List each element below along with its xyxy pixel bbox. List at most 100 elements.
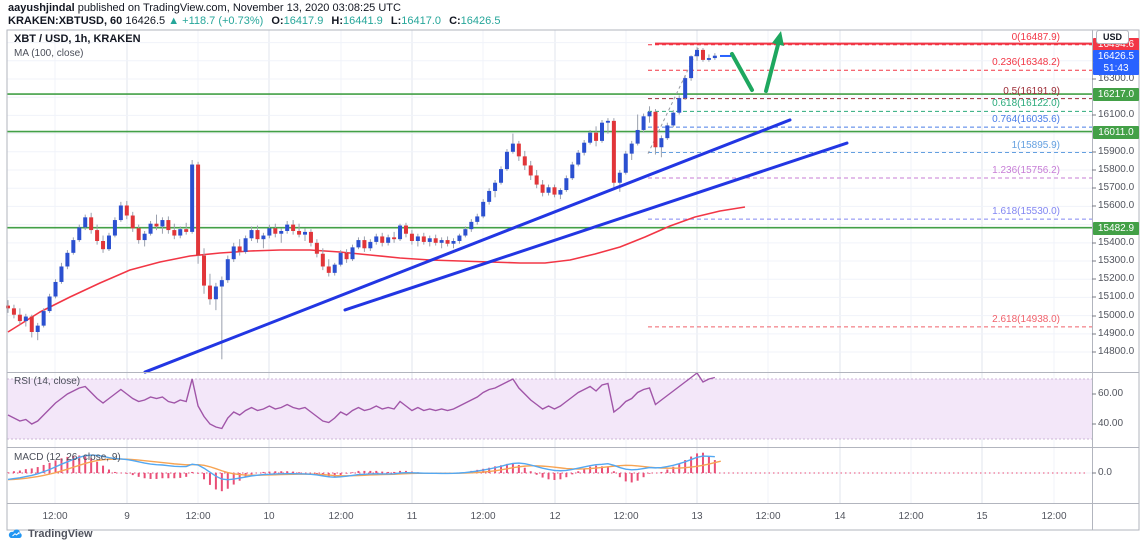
candle-body	[47, 296, 52, 312]
candle-body	[350, 247, 355, 260]
price-marker-label: 51:43	[1093, 61, 1139, 75]
macd-study-legend[interactable]: MACD (12, 26, close, 9)	[14, 452, 121, 463]
candle-body	[71, 240, 76, 253]
candle-body	[475, 216, 480, 222]
fib-level-label: 0.618(16122.0)	[992, 98, 1060, 110]
time-axis-label: 9	[124, 511, 130, 522]
time-axis-label: 12:00	[42, 511, 68, 522]
candle-body	[106, 235, 111, 250]
fib-level-label: 0(16487.9)	[1011, 31, 1060, 43]
price-scale-label: 14800.0	[1098, 346, 1135, 357]
candle-body	[605, 120, 610, 123]
candle-body	[552, 187, 557, 195]
candle-body	[695, 49, 700, 57]
candle-body	[421, 236, 426, 242]
candle-body	[279, 230, 284, 234]
projection-arrow-head	[772, 31, 784, 46]
candle-body	[665, 125, 670, 139]
candle-body	[255, 230, 260, 240]
time-axis-label: 15	[976, 511, 988, 522]
candle-body	[457, 235, 462, 241]
rsi-study-legend[interactable]: RSI (14, close)	[14, 376, 81, 387]
candle-body	[635, 129, 640, 144]
candle-body	[356, 240, 361, 248]
candle-body	[267, 228, 272, 236]
open-label: O:	[271, 15, 284, 27]
price-marker-label: 15482.9	[1093, 221, 1139, 235]
candle-body	[65, 252, 70, 267]
candle-body	[362, 240, 367, 249]
candle-body	[154, 223, 159, 227]
candle-body	[433, 238, 438, 243]
currency-toggle-button[interactable]: USD	[1096, 30, 1130, 44]
chart-legend-title[interactable]: XBT / USD, 1h, KRAKEN	[14, 33, 141, 45]
candle-body	[190, 164, 195, 232]
candle-body	[403, 225, 408, 234]
high-value: 16441.9	[343, 15, 383, 27]
candle-body	[409, 233, 414, 241]
time-axis-label: 12:00	[470, 511, 496, 522]
candle-body	[243, 238, 248, 252]
candle-body	[148, 223, 153, 234]
candle-body	[112, 220, 117, 236]
candle-body	[546, 187, 551, 193]
candle-body	[196, 164, 201, 256]
fib-level-label: 1(15895.9)	[1011, 139, 1060, 151]
candle-body	[297, 230, 302, 235]
time-axis-label: 12:00	[1041, 511, 1067, 522]
candle-body	[683, 78, 688, 99]
candle-body	[338, 252, 343, 265]
candle-body	[303, 231, 307, 235]
candle-body	[130, 215, 135, 229]
publish-text: published on TradingView.com, November 1…	[74, 2, 401, 14]
candle-body	[166, 220, 171, 231]
candle-body	[386, 237, 391, 243]
candle-body	[285, 224, 290, 231]
candle-body	[469, 221, 474, 230]
ma-study-legend[interactable]: MA (100, close)	[14, 48, 84, 59]
price-scale-label: 16100.0	[1098, 109, 1135, 120]
time-axis-label: 14	[834, 511, 846, 522]
candle-body	[237, 246, 242, 252]
fib-level-label: 0.764(16035.6)	[992, 114, 1060, 126]
candle-body	[398, 225, 403, 240]
candle-body	[481, 201, 486, 217]
author-name: aayushjindal	[8, 2, 75, 14]
candle-body	[522, 156, 527, 166]
candle-body	[623, 153, 628, 173]
candle-body	[326, 266, 331, 273]
candle-body	[124, 205, 129, 216]
trendline	[343, 141, 849, 312]
time-axis-label: 11	[406, 511, 418, 522]
close-label: C:	[449, 15, 461, 27]
candle-body	[249, 230, 254, 239]
candle-body	[415, 236, 420, 241]
candle-body	[576, 152, 581, 165]
time-axis-label: 12:00	[328, 511, 354, 522]
candle-body	[671, 112, 676, 126]
price-change: +118.7 (+0.73%)	[182, 15, 264, 27]
candle-body	[202, 255, 207, 286]
price-marker-label: 16217.0	[1093, 87, 1139, 101]
candle-body	[314, 242, 319, 254]
candle-body	[445, 240, 450, 244]
candle-body	[439, 240, 444, 243]
fib-level-label: 0.236(16348.2)	[992, 57, 1060, 69]
candle-body	[677, 98, 682, 113]
fib-level-label: 1.618(15530.0)	[992, 206, 1060, 218]
rsi-scale-label: 60.00	[1098, 388, 1124, 399]
time-axis-label: 12:00	[755, 511, 781, 522]
candle-body	[427, 238, 432, 242]
candle-body	[118, 205, 123, 221]
candle-body	[374, 236, 379, 242]
time-axis-label: 12:00	[898, 511, 924, 522]
candle-body	[540, 184, 545, 193]
candle-body	[582, 142, 587, 153]
projection-arrow-stroke	[730, 52, 754, 92]
candle-body	[17, 314, 22, 322]
high-label: H:	[331, 15, 344, 27]
price-marker-label: 16426.5	[1093, 49, 1139, 63]
time-axis-label: 12:00	[613, 511, 639, 522]
fib-level-label: 2.618(14938.0)	[992, 313, 1060, 325]
